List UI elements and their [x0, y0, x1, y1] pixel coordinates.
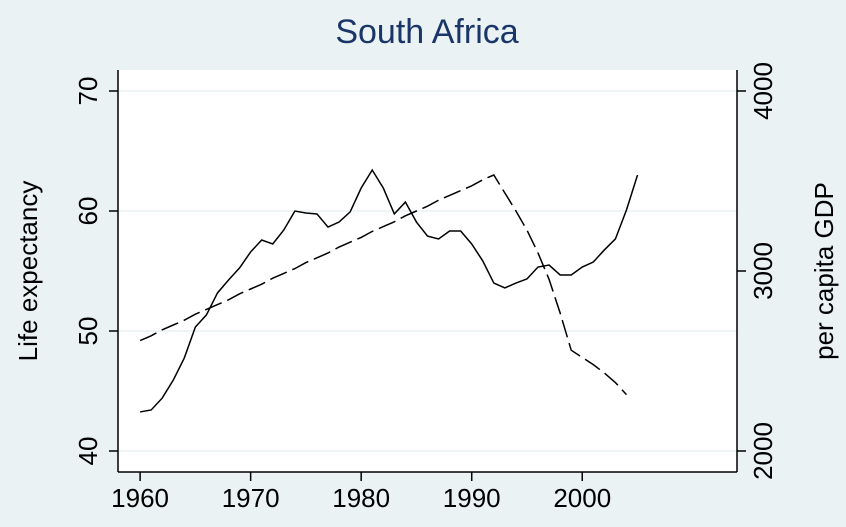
- y2-tick-label: 3000: [748, 242, 778, 300]
- x-tick-label: 1960: [111, 483, 169, 513]
- y2-tick-label: 4000: [748, 62, 778, 120]
- y2-tick-label: 2000: [748, 422, 778, 480]
- y-tick-label: 70: [73, 77, 103, 106]
- data-line: [139, 168, 639, 413]
- chart-title: South Africa: [335, 13, 518, 51]
- y-tick-label: 50: [73, 317, 103, 346]
- plot-area: [118, 70, 737, 472]
- data-line: [139, 174, 628, 396]
- x-tick-label: 2000: [553, 483, 611, 513]
- y-tick-label: 40: [73, 437, 103, 466]
- y-tick-label: 60: [73, 197, 103, 226]
- x-tick-label: 1990: [443, 483, 501, 513]
- x-tick-label: 1980: [332, 483, 390, 513]
- y-axis-label: Life expectancy: [13, 181, 43, 362]
- y2-axis-label: per capita GDP: [809, 182, 839, 360]
- x-tick-label: 1970: [222, 483, 280, 513]
